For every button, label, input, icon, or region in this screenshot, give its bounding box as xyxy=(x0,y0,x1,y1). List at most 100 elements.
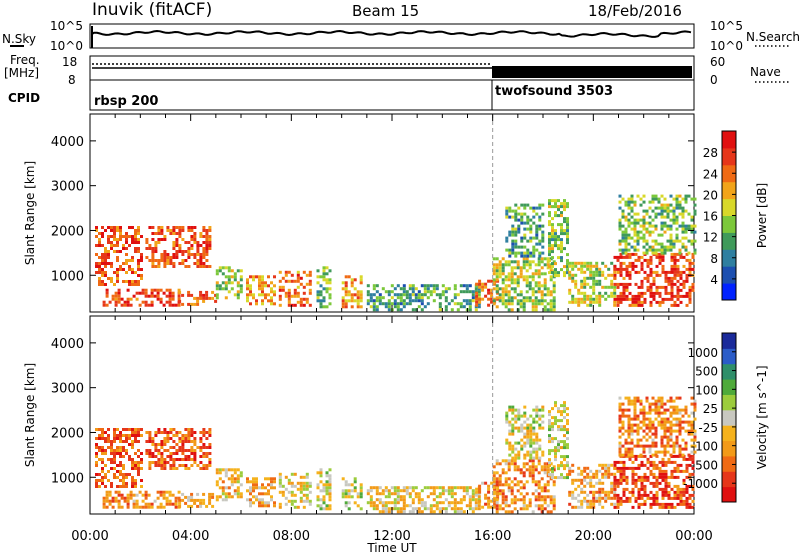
data-cell xyxy=(511,227,515,231)
data-cell xyxy=(595,496,599,500)
data-cell xyxy=(560,419,563,423)
data-cell xyxy=(634,457,638,461)
data-cell xyxy=(120,303,124,307)
data-cell xyxy=(516,260,520,264)
data-cell xyxy=(523,254,527,258)
data-cell xyxy=(205,467,209,470)
data-cell xyxy=(261,498,264,502)
data-cell xyxy=(471,498,475,502)
data-cell xyxy=(673,255,677,259)
data-cell xyxy=(246,281,249,285)
data-cell xyxy=(678,396,682,400)
data-cell xyxy=(126,303,130,307)
data-cell xyxy=(129,490,133,494)
data-cell xyxy=(604,496,608,500)
data-cell xyxy=(411,510,415,514)
data-cell xyxy=(637,255,641,259)
data-cell xyxy=(435,495,439,499)
data-cell xyxy=(622,267,626,271)
data-cell xyxy=(643,463,647,467)
data-cell xyxy=(178,498,182,502)
data-cell xyxy=(546,257,550,261)
data-cell xyxy=(538,206,542,210)
data-cell xyxy=(160,256,164,259)
data-cell xyxy=(319,471,323,475)
data-cell xyxy=(535,432,539,436)
data-cell xyxy=(663,420,667,424)
data-cell xyxy=(154,244,158,247)
data-cell xyxy=(630,399,634,403)
data-region xyxy=(246,275,276,306)
colorbar-tick-label: 24 xyxy=(703,167,718,181)
data-cell xyxy=(117,499,121,503)
data-cell xyxy=(538,251,542,255)
data-cell xyxy=(95,235,98,238)
data-cell xyxy=(634,264,638,268)
data-cell xyxy=(566,473,569,477)
data-cell xyxy=(181,302,185,306)
data-cell xyxy=(681,227,685,231)
data-cell xyxy=(532,254,536,258)
data-cell xyxy=(616,493,620,497)
data-cell xyxy=(660,206,664,210)
data-cell xyxy=(634,484,638,488)
data-cell xyxy=(592,490,596,494)
data-cell xyxy=(619,297,623,301)
data-cell xyxy=(531,260,535,264)
data-cell xyxy=(420,498,424,502)
data-cell xyxy=(447,504,451,508)
data-cell xyxy=(387,290,391,294)
data-cell xyxy=(493,496,497,500)
data-cell xyxy=(511,408,515,412)
data-cell xyxy=(628,276,632,280)
data-cell xyxy=(151,238,155,241)
data-cell xyxy=(258,498,261,502)
data-cell xyxy=(165,496,169,500)
data-cell xyxy=(679,282,683,286)
data-cell xyxy=(568,300,572,304)
data-cell xyxy=(540,504,544,508)
data-cell xyxy=(484,502,488,506)
data-cell xyxy=(141,300,145,304)
data-cell xyxy=(660,438,664,442)
data-cell xyxy=(516,480,520,484)
data-region xyxy=(316,468,332,511)
data-cell xyxy=(125,449,128,452)
data-cell xyxy=(619,273,623,277)
data-cell xyxy=(554,274,557,278)
data-cell xyxy=(543,284,547,288)
data-cell xyxy=(478,285,482,289)
data-cell xyxy=(453,284,457,288)
data-cell xyxy=(105,496,109,500)
data-cell xyxy=(224,275,228,279)
data-cell xyxy=(128,280,131,283)
data-cell xyxy=(233,489,237,493)
y-tick-label: 2000 xyxy=(51,426,84,441)
data-cell xyxy=(101,428,104,431)
data-cell xyxy=(157,428,161,431)
data-cell xyxy=(610,279,614,283)
data-cell xyxy=(566,443,569,447)
data-cell xyxy=(660,209,664,213)
data-cell xyxy=(637,505,641,509)
data-cell xyxy=(465,504,469,508)
data-cell xyxy=(168,490,172,494)
data-cell xyxy=(344,489,348,493)
data-cell xyxy=(417,290,421,294)
data-cell xyxy=(678,447,682,451)
data-cell xyxy=(224,296,228,300)
data-cell xyxy=(636,438,640,442)
data-cell xyxy=(116,476,119,479)
data-cell xyxy=(350,305,354,309)
data-cell xyxy=(175,467,179,470)
data-cell xyxy=(150,505,154,509)
data-cell xyxy=(148,461,152,464)
data-cell xyxy=(520,426,524,430)
data-cell xyxy=(631,267,635,271)
data-cell xyxy=(493,502,497,506)
data-cell xyxy=(513,266,517,270)
data-cell xyxy=(511,423,515,427)
data-cell xyxy=(308,481,312,485)
data-cell xyxy=(551,428,554,432)
data-cell xyxy=(187,253,191,256)
